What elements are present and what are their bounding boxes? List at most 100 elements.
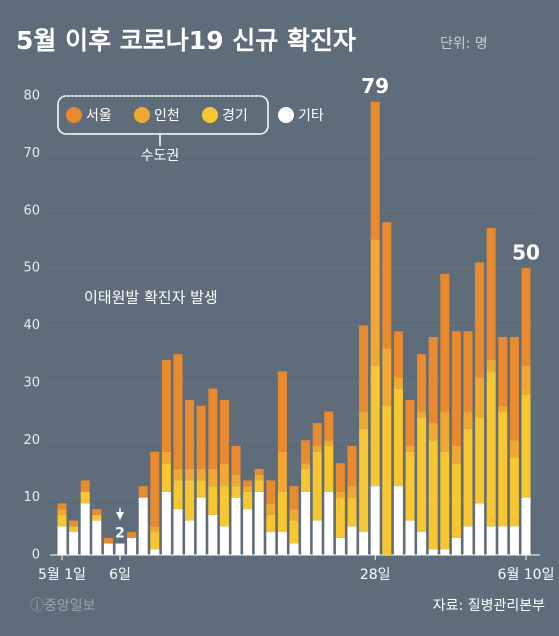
bar-segment [521, 497, 531, 555]
bar-segment [208, 388, 218, 469]
bar-segment [173, 354, 183, 469]
bar-segment [440, 273, 450, 412]
bar-segment [196, 405, 206, 469]
y-tick-label: 0 [32, 548, 40, 563]
bar-segment [312, 520, 322, 555]
bar-segment [243, 480, 253, 487]
bar-segment [347, 526, 357, 555]
bar-segment [312, 451, 322, 521]
bar-segment [196, 468, 206, 481]
bar-segment [335, 491, 345, 498]
y-tick-label: 30 [23, 375, 40, 390]
bar-segment [150, 526, 160, 533]
bar-segment [359, 428, 369, 533]
bar-segment [289, 543, 299, 555]
bar-segment [185, 400, 195, 469]
bar-segment [92, 509, 102, 515]
bar-segment [243, 509, 253, 555]
y-tick-label: 20 [23, 433, 40, 448]
bar-segment [208, 486, 218, 515]
bar-segment [382, 405, 392, 555]
bar-segment [498, 405, 508, 412]
bar-segment [498, 336, 508, 406]
bar-segment [69, 526, 79, 533]
bar-segment [521, 394, 531, 498]
bar-segment [463, 411, 473, 429]
bar-segment [451, 445, 461, 464]
bar-segment [173, 509, 183, 555]
bar-segment [393, 377, 403, 389]
bar-segment [301, 468, 311, 492]
bar-segment [347, 497, 357, 527]
bar-segment [289, 486, 299, 510]
bar-segment [521, 365, 531, 395]
bar-segment [451, 331, 461, 446]
data-label: 79 [361, 74, 389, 98]
bar-segment [301, 491, 311, 555]
bar-segment [127, 537, 137, 555]
bar-segment [475, 262, 485, 378]
bar-segment [185, 520, 195, 555]
x-tick-label: 6월 10일 [498, 567, 555, 583]
bar-segment [335, 537, 345, 555]
bar-segment [266, 503, 276, 515]
bar-segment [370, 486, 380, 555]
bar-segment [115, 543, 125, 555]
bar-segment [393, 331, 403, 378]
bar-segment [428, 549, 438, 555]
bar-segment [475, 377, 485, 418]
bar-segment [254, 468, 264, 475]
bar-segment [370, 365, 380, 487]
bar-segment [428, 336, 438, 424]
bar-segment [370, 239, 380, 366]
bar-segment [359, 411, 369, 429]
legend-swatch [134, 107, 150, 123]
y-tick-label: 40 [23, 318, 40, 333]
bar-segment [486, 227, 496, 360]
bar-segment [219, 463, 229, 487]
bar-segment [451, 537, 461, 555]
bar-segment [277, 532, 287, 555]
bar-segment [509, 526, 519, 555]
bar-segment [277, 451, 287, 492]
data-label: 50 [512, 241, 540, 265]
bar-segment [161, 463, 171, 492]
bar-segment [196, 480, 206, 498]
bar-segment [486, 526, 496, 555]
bar-segment [301, 463, 311, 469]
bar-segment [161, 451, 171, 464]
bar-segment [150, 532, 160, 550]
bar-segment [289, 520, 299, 544]
legend-swatch [66, 107, 82, 123]
data-label: 2 [115, 526, 125, 542]
bar-segment [486, 359, 496, 372]
bar-segment [312, 445, 322, 452]
legend-label: 경기 [222, 108, 248, 124]
bar-segment [80, 480, 90, 492]
bar-segment [231, 486, 241, 498]
bar-segment [219, 486, 229, 527]
bar-segment [509, 336, 519, 441]
bar-segment [486, 371, 496, 527]
legend-group-label: 수도권 [141, 148, 180, 164]
bar-segment [161, 359, 171, 452]
bar-segment [173, 480, 183, 510]
bar-segment [324, 491, 334, 555]
bar-segment [219, 400, 229, 464]
legend-swatch [278, 107, 294, 123]
legend-label: 기타 [298, 108, 324, 124]
bar-segment [138, 497, 148, 555]
annotation: 이태원발 확진자 발생 [84, 289, 218, 307]
bar-segment [324, 440, 334, 446]
bar-segment [243, 486, 253, 492]
bar-segment [127, 532, 137, 538]
bar-segment [324, 445, 334, 492]
bar-segment [243, 491, 253, 510]
bar-segment [428, 423, 438, 441]
bar-segment [254, 491, 264, 555]
bar-segment [463, 428, 473, 527]
bar-segment [463, 526, 473, 555]
bar-segment [370, 101, 380, 240]
bar-segment [103, 537, 113, 544]
